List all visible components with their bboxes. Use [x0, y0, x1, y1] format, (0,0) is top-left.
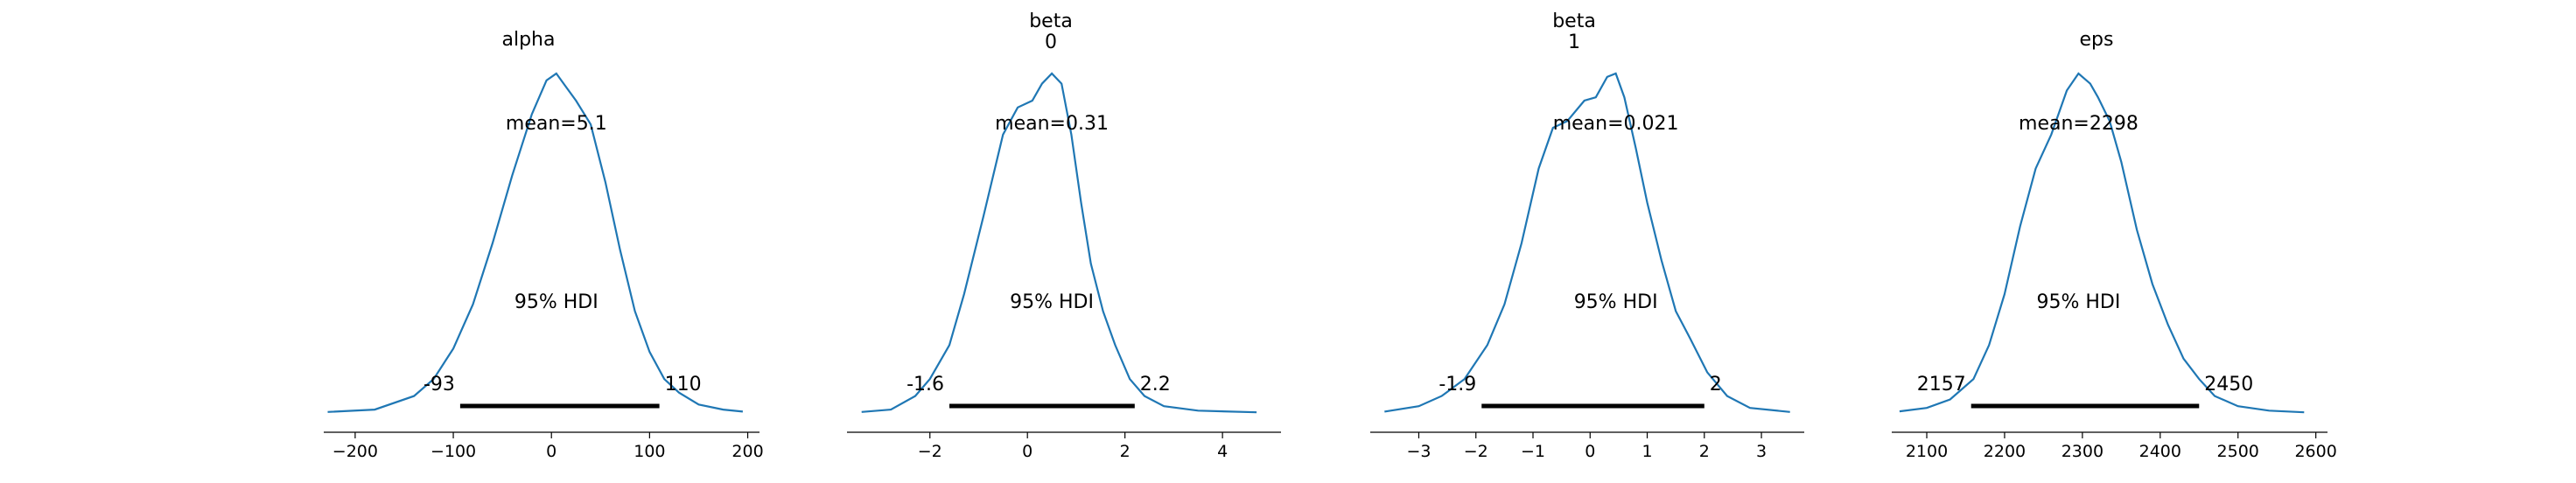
x-tick-label: 2 — [1120, 442, 1130, 461]
panel-0: alpha mean=5.1 95% HDI -93 110 −200 −100 0 100 20… — [324, 29, 764, 461]
panel-title-line: 0 — [1045, 32, 1057, 53]
hdi-high-label: 2.2 — [1140, 374, 1171, 396]
x-tick-label: 0 — [1585, 442, 1595, 461]
x-tick-label: 2600 — [2294, 442, 2336, 461]
mean-label: mean=0.31 — [995, 113, 1109, 135]
x-tick-label: 0 — [1022, 442, 1032, 461]
panel-title-line: 1 — [1568, 32, 1580, 53]
hdi-low-label: 2157 — [1917, 374, 1966, 396]
hdi-high-label: 110 — [665, 374, 702, 396]
density-curve — [1899, 72, 2305, 414]
x-tick-label: 100 — [634, 442, 665, 461]
hdi-low-label: -1.9 — [1438, 374, 1476, 396]
x-tick-label: 0 — [546, 442, 556, 461]
mean-label: mean=5.1 — [506, 113, 607, 135]
hdi-low-label: -93 — [424, 374, 455, 396]
x-tick-label: 200 — [732, 442, 763, 461]
x-tick-label: 1 — [1642, 442, 1652, 461]
hdi-low-label: -1.6 — [906, 374, 944, 396]
x-tick-label: 2400 — [2139, 442, 2181, 461]
hdi-label: 95% HDI — [1010, 291, 1094, 313]
x-tick-label: 2 — [1699, 442, 1710, 461]
x-tick-label: 3 — [1756, 442, 1767, 461]
hdi-high-label: 2450 — [2204, 374, 2253, 396]
panel-title-line: alpha — [502, 29, 556, 51]
hdi-label: 95% HDI — [514, 291, 598, 313]
x-tick-label: 2100 — [1906, 442, 1948, 461]
x-tick-label: −2 — [918, 442, 942, 461]
x-tick-label: −2 — [1464, 442, 1488, 461]
x-tick-label: −100 — [430, 442, 476, 461]
x-tick-label: −200 — [332, 442, 378, 461]
density-curve — [861, 72, 1257, 414]
panel-3: eps mean=2298 95% HDI 2157 2450 2100 2200 2300 2… — [1892, 29, 2337, 461]
panel-title-line: beta — [1029, 10, 1073, 32]
x-tick-label: 2300 — [2062, 442, 2104, 461]
mean-label: mean=2298 — [2019, 113, 2138, 135]
x-tick-label: −1 — [1521, 442, 1545, 461]
x-tick-label: 2200 — [1984, 442, 2026, 461]
x-tick-label: 4 — [1217, 442, 1228, 461]
density-curve — [327, 72, 744, 413]
hdi-label: 95% HDI — [2036, 291, 2120, 313]
x-tick-label: 2500 — [2217, 442, 2259, 461]
panel-title-line: eps — [2080, 29, 2114, 51]
panel-title-line: beta — [1552, 10, 1596, 32]
density-curve — [1384, 72, 1790, 413]
x-tick-label: −3 — [1406, 442, 1431, 461]
hdi-high-label: 2 — [1710, 374, 1722, 396]
mean-label: mean=0.021 — [1553, 113, 1679, 135]
hdi-label: 95% HDI — [1574, 291, 1658, 313]
